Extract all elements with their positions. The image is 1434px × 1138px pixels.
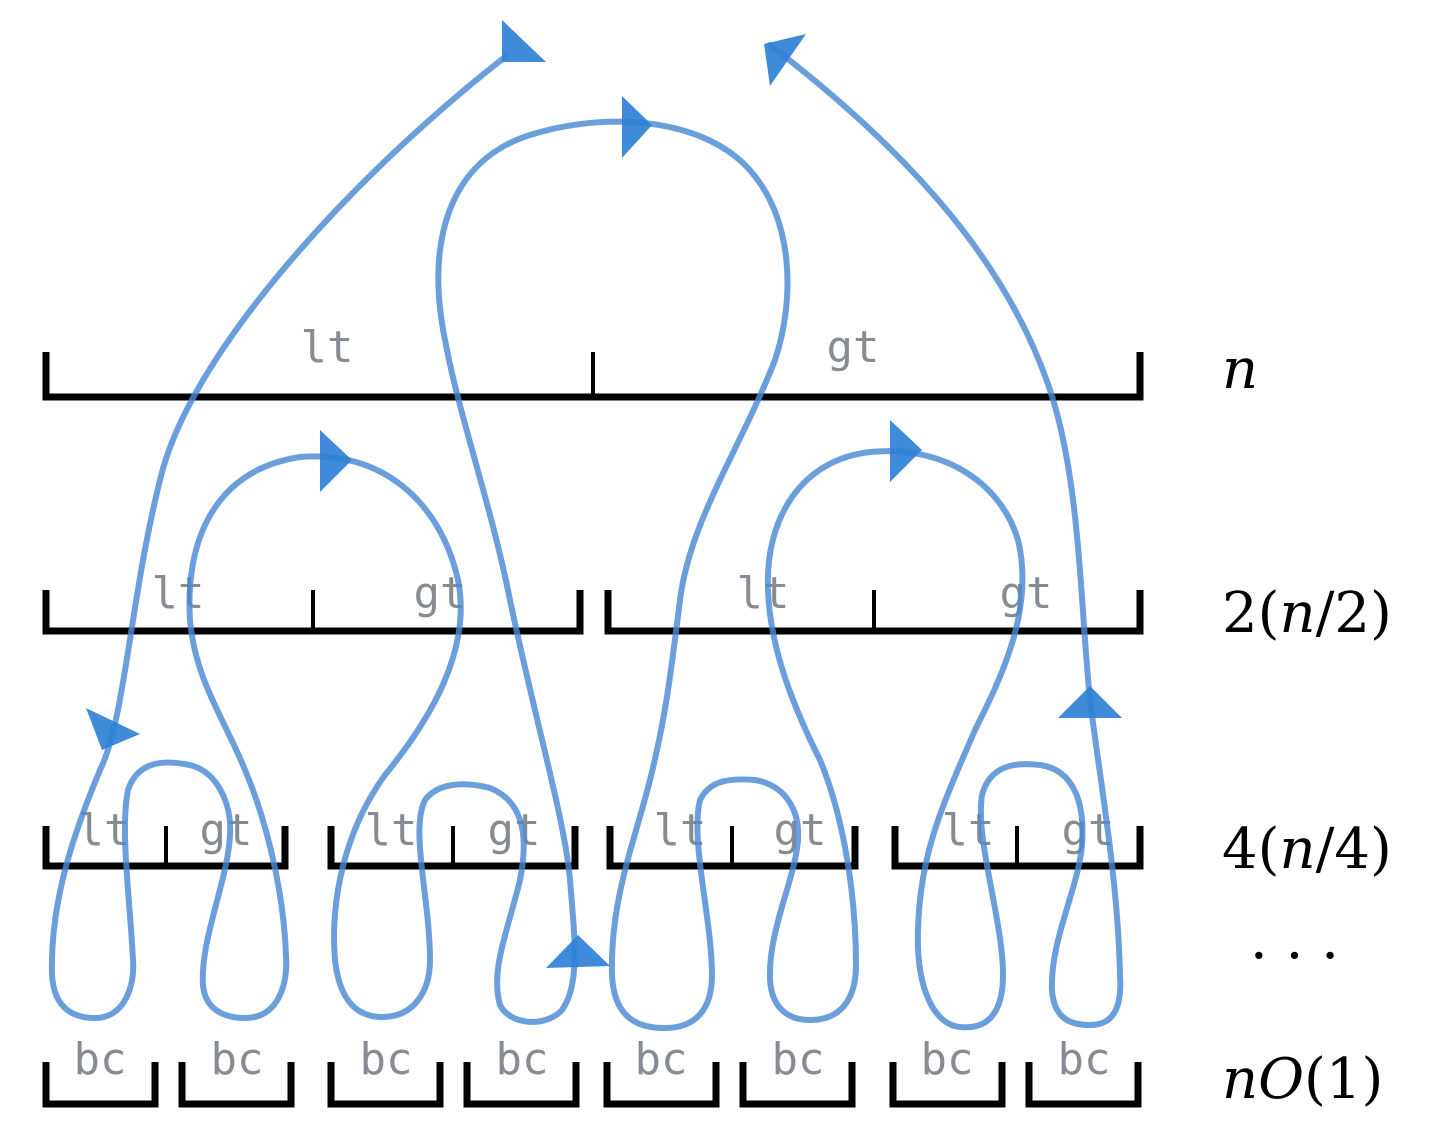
label-bc-2: bc	[211, 1034, 264, 1085]
label-gt-level1: gt	[827, 322, 880, 373]
level-label-2: 2(n/2)	[1222, 581, 1392, 646]
label-gt-level2-b: gt	[1000, 568, 1053, 619]
bracket-bc-4	[463, 1062, 580, 1108]
level-label-3: 4(n/4)	[1222, 817, 1392, 882]
label-bc-4: bc	[496, 1034, 549, 1085]
label-bc-6: bc	[772, 1034, 825, 1085]
label-bc-5: bc	[635, 1034, 688, 1085]
label-bc-7: bc	[921, 1034, 974, 1085]
arrow-icon-top-right	[764, 34, 806, 86]
bracket-bc-7	[889, 1062, 1006, 1108]
arrow-icon-middle-bottom	[546, 935, 610, 968]
bracket-bc-8	[1025, 1062, 1142, 1108]
bracket-bc-6	[739, 1062, 856, 1108]
arrow-icon-right-side	[1058, 686, 1122, 718]
traversal-path	[48, 42, 1124, 1031]
level-2-brackets	[42, 590, 1144, 635]
bracket-bc-2	[178, 1062, 295, 1108]
level-label-base: nO(1)	[1222, 1047, 1383, 1112]
label-bc-3: bc	[360, 1034, 413, 1085]
arrow-icon-left-side	[86, 708, 140, 750]
bracket-bc-1	[42, 1062, 159, 1108]
direction-arrows	[86, 20, 1122, 968]
arrow-icon-level2-right	[890, 420, 922, 482]
label-bc-1: bc	[74, 1034, 127, 1085]
arrow-icon-top-left	[502, 20, 546, 62]
label-lt-level3-b: lt	[365, 805, 418, 856]
level-label-ellipsis: · · ·	[1250, 924, 1339, 989]
level-label-1: n	[1222, 337, 1258, 402]
level-3-brackets	[42, 826, 1144, 870]
level-1-brackets	[42, 352, 1144, 401]
bracket-bc-3	[327, 1062, 444, 1108]
label-lt-level1: lt	[301, 322, 354, 373]
label-lt-level3-a: lt	[78, 805, 131, 856]
arrow-icon-level2-left	[320, 430, 352, 492]
label-bc-8: bc	[1058, 1034, 1111, 1085]
level-base-brackets	[42, 1062, 1142, 1108]
label-lt-level2-a: lt	[152, 568, 205, 619]
bracket-bc-5	[603, 1062, 720, 1108]
arrow-icon-top-center	[622, 96, 652, 158]
label-lt-level2-b: lt	[737, 568, 790, 619]
